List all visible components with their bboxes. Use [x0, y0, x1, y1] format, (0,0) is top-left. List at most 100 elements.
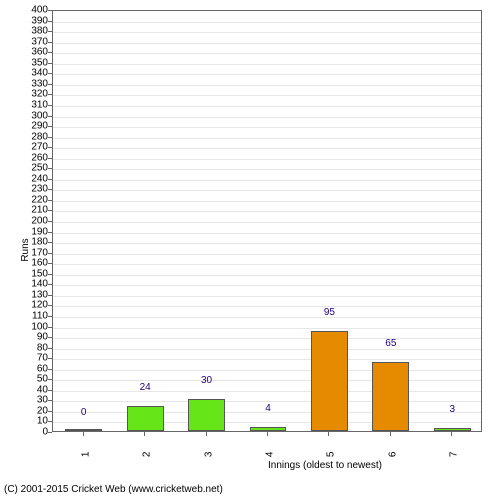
- ytick-mark: [48, 42, 52, 43]
- ytick-mark: [48, 369, 52, 370]
- ytick-mark: [48, 232, 52, 233]
- gridline: [53, 370, 481, 371]
- gridline: [53, 53, 481, 54]
- xtick-mark: [451, 432, 452, 436]
- gridline: [53, 211, 481, 212]
- copyright-text: (C) 2001-2015 Cricket Web (www.cricketwe…: [4, 484, 223, 495]
- ytick-mark: [48, 432, 52, 433]
- ytick-label: 200: [31, 216, 48, 227]
- ytick-mark: [48, 242, 52, 243]
- gridline: [53, 233, 481, 234]
- gridline: [53, 64, 481, 65]
- ytick-mark: [48, 200, 52, 201]
- ytick-label: 260: [31, 152, 48, 163]
- ytick-mark: [48, 147, 52, 148]
- ytick-label: 30: [37, 395, 48, 406]
- ytick-label: 330: [31, 78, 48, 89]
- ytick-label: 240: [31, 173, 48, 184]
- plot-area: 02430495653: [52, 10, 482, 432]
- xtick-mark: [206, 432, 207, 436]
- gridline: [53, 328, 481, 329]
- ytick-mark: [48, 421, 52, 422]
- gridline: [53, 180, 481, 181]
- xtick-label: 5: [326, 452, 337, 458]
- gridline: [53, 275, 481, 276]
- ytick-mark: [48, 105, 52, 106]
- chart-container: 02430495653 Runs Innings (oldest to newe…: [0, 0, 500, 500]
- bar-value-label: 95: [324, 307, 335, 318]
- ytick-mark: [48, 358, 52, 359]
- ytick-mark: [48, 126, 52, 127]
- gridline: [53, 338, 481, 339]
- ytick-label: 340: [31, 68, 48, 79]
- ytick-mark: [48, 221, 52, 222]
- ytick-mark: [48, 379, 52, 380]
- bar-value-label: 65: [385, 338, 396, 349]
- gridline: [53, 74, 481, 75]
- ytick-label: 360: [31, 47, 48, 58]
- ytick-mark: [48, 327, 52, 328]
- ytick-label: 390: [31, 15, 48, 26]
- gridline: [53, 117, 481, 118]
- ytick-mark: [48, 52, 52, 53]
- ytick-label: 230: [31, 184, 48, 195]
- gridline: [53, 201, 481, 202]
- ytick-label: 270: [31, 142, 48, 153]
- ytick-mark: [48, 305, 52, 306]
- gridline: [53, 317, 481, 318]
- ytick-mark: [48, 158, 52, 159]
- xtick-mark: [267, 432, 268, 436]
- ytick-label: 300: [31, 110, 48, 121]
- xtick-mark: [390, 432, 391, 436]
- bar-value-label: 3: [450, 404, 456, 415]
- ytick-label: 380: [31, 26, 48, 37]
- gridline: [53, 190, 481, 191]
- ytick-mark: [48, 316, 52, 317]
- ytick-label: 250: [31, 163, 48, 174]
- ytick-label: 130: [31, 289, 48, 300]
- gridline: [53, 243, 481, 244]
- ytick-mark: [48, 21, 52, 22]
- gridline: [53, 106, 481, 107]
- xtick-label: 2: [141, 452, 152, 458]
- ytick-label: 10: [37, 416, 48, 427]
- ytick-mark: [48, 348, 52, 349]
- ytick-label: 180: [31, 237, 48, 248]
- xtick-mark: [83, 432, 84, 436]
- ytick-label: 170: [31, 247, 48, 258]
- ytick-label: 70: [37, 353, 48, 364]
- gridline: [53, 254, 481, 255]
- xtick-label: 6: [387, 452, 398, 458]
- gridline: [53, 391, 481, 392]
- ytick-label: 290: [31, 121, 48, 132]
- gridline: [53, 422, 481, 423]
- bar: [65, 429, 102, 431]
- gridline: [53, 138, 481, 139]
- ytick-mark: [48, 31, 52, 32]
- bar: [434, 428, 471, 431]
- bar: [372, 362, 409, 431]
- bar: [127, 406, 164, 431]
- ytick-mark: [48, 337, 52, 338]
- bar-value-label: 24: [140, 382, 151, 393]
- bar: [311, 331, 348, 431]
- ytick-mark: [48, 284, 52, 285]
- bar-value-label: 0: [81, 407, 87, 418]
- xtick-label: 7: [449, 452, 460, 458]
- ytick-label: 110: [32, 310, 48, 321]
- ytick-mark: [48, 84, 52, 85]
- ytick-mark: [48, 179, 52, 180]
- ytick-label: 50: [37, 374, 48, 385]
- xtick-mark: [144, 432, 145, 436]
- ytick-label: 150: [31, 268, 48, 279]
- ytick-label: 370: [31, 36, 48, 47]
- gridline: [53, 159, 481, 160]
- ytick-mark: [48, 73, 52, 74]
- gridline: [53, 32, 481, 33]
- ytick-mark: [48, 400, 52, 401]
- ytick-mark: [48, 63, 52, 64]
- gridline: [53, 306, 481, 307]
- ytick-label: 310: [31, 99, 48, 110]
- gridline: [53, 264, 481, 265]
- ytick-mark: [48, 137, 52, 138]
